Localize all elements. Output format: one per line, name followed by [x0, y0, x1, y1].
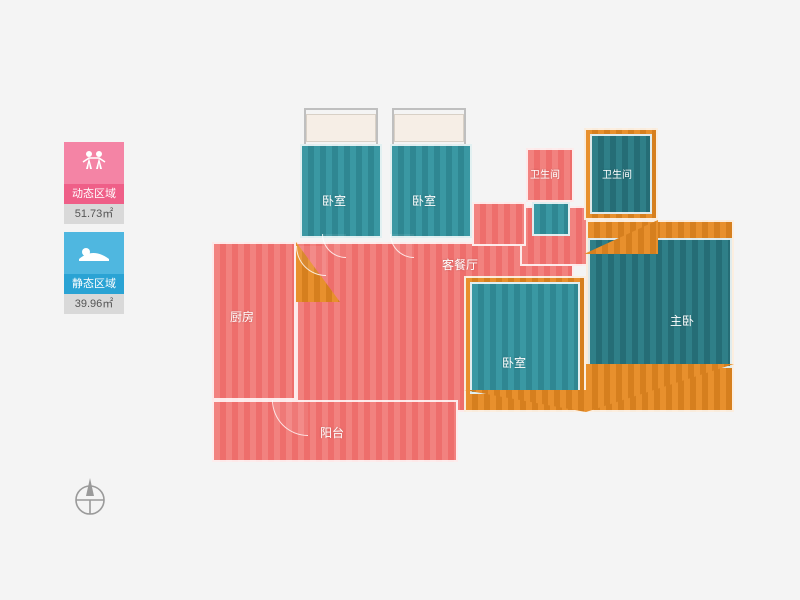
legend-static: 静态区域 39.96㎡ [64, 232, 124, 314]
sleep-icon [64, 232, 124, 274]
compass-icon [72, 476, 108, 520]
room-bed-b [390, 144, 472, 238]
room-master [588, 238, 732, 368]
people-icon [64, 142, 124, 184]
legend-dynamic-value: 51.73㎡ [64, 204, 124, 224]
room-bed-c [470, 282, 580, 394]
room-bath-a [526, 148, 574, 202]
room-pale-b [394, 114, 464, 142]
legend-static-value: 39.96㎡ [64, 294, 124, 314]
floor-plan: 厨房客餐厅阳台卧室卧室卫生间卫生间卧室主卧 [212, 108, 734, 480]
room-kitchen [212, 242, 296, 400]
room-bed-a [300, 144, 382, 238]
legend-dynamic: 动态区域 51.73㎡ [64, 142, 124, 224]
room-pale-a [306, 114, 376, 142]
room-bath-b [590, 134, 652, 214]
room-corridor [472, 202, 526, 246]
room-balcony [212, 400, 458, 462]
legend-static-label: 静态区域 [64, 274, 124, 294]
room-bath-a-low [532, 202, 570, 236]
legend-dynamic-label: 动态区域 [64, 184, 124, 204]
